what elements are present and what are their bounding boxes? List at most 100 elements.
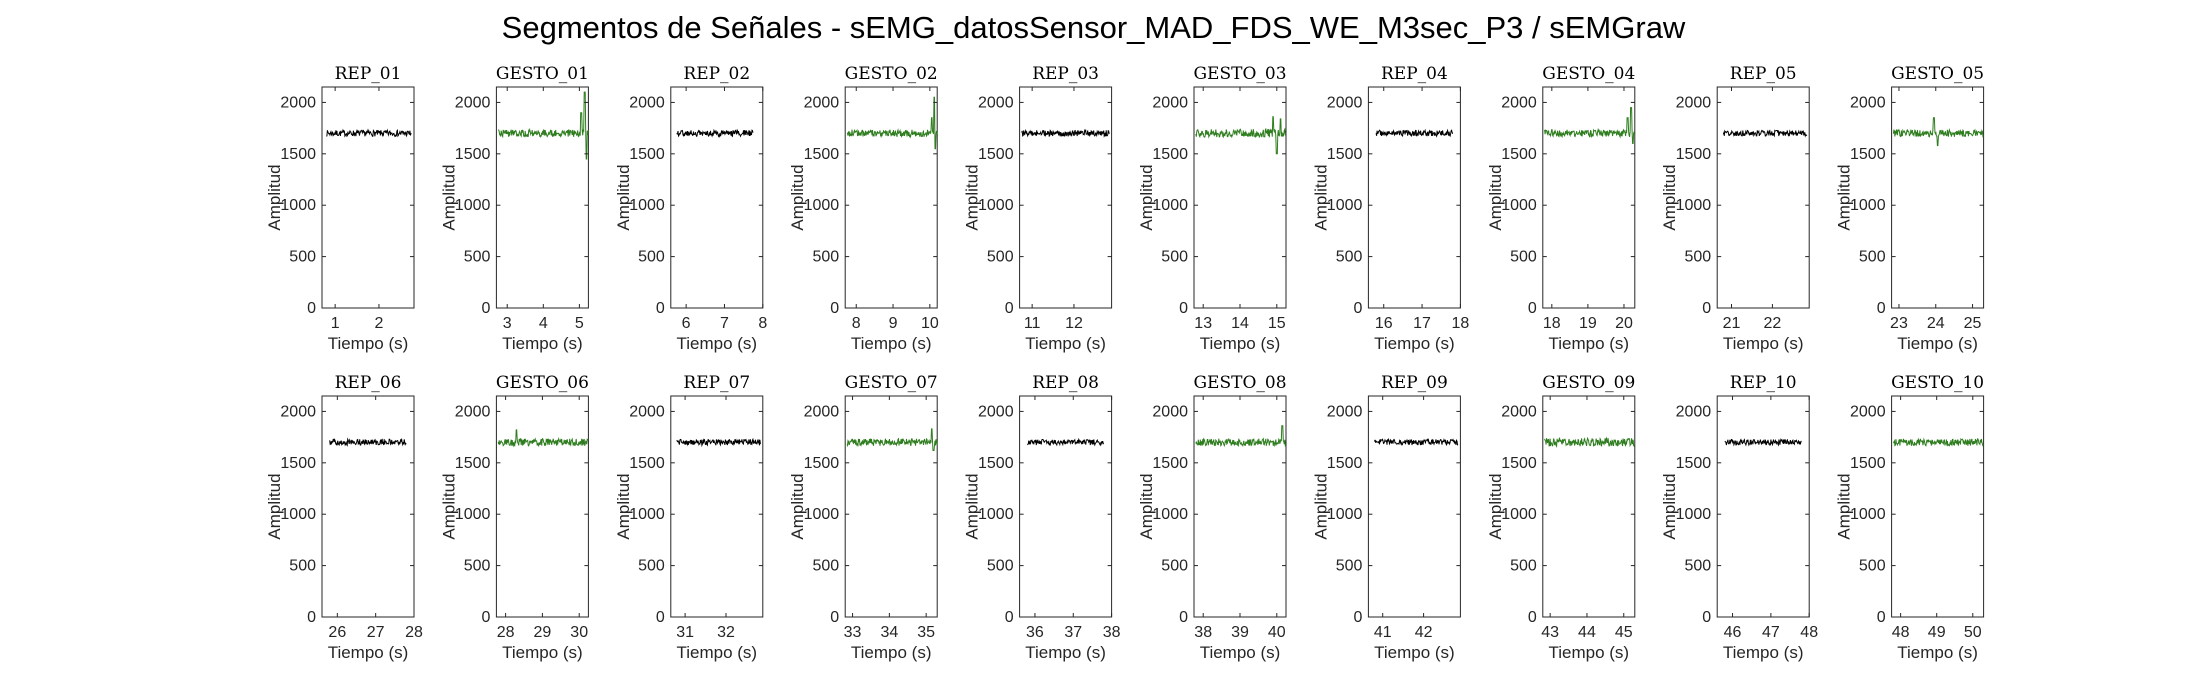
y-tick-label: 1000 [1327,197,1363,214]
signal-line [1195,425,1287,448]
x-tick-label: 46 [1724,624,1742,641]
x-tick-label: 14 [1231,315,1249,332]
x-axis-label: Tiempo (s) [1723,334,1804,353]
y-tick-label: 500 [638,249,665,266]
y-tick-label: 500 [1336,558,1363,575]
y-tick-label: 1500 [1850,455,1886,472]
y-tick-label: 2000 [1850,94,1886,111]
y-tick-label: 1500 [629,455,665,472]
y-tick-label: 500 [289,249,316,266]
x-tick-label: 1 [331,315,340,332]
y-axis-label: Amplitud [614,473,633,539]
y-tick-label: 1000 [1676,197,1712,214]
x-tick-label: 45 [1615,624,1633,641]
y-tick-label: 1500 [280,455,316,472]
x-axis-label: Tiempo (s) [328,334,409,353]
y-tick-label: 1500 [455,455,491,472]
x-tick-label: 8 [758,315,767,332]
subplot: 0 500 1000 1500 2000 46 47 48 REP_10 Tiempo (s) Am… [1660,373,1818,662]
y-tick-label: 0 [1353,300,1362,317]
y-tick-label: 1000 [455,197,491,214]
y-tick-label: 500 [1859,558,1886,575]
y-tick-label: 500 [1859,249,1886,266]
x-tick-label: 48 [1800,624,1818,641]
axes-box [1891,86,1985,309]
x-axis-label: Tiempo (s) [1897,643,1978,662]
y-tick-label: 2000 [1850,403,1886,420]
y-tick-label: 500 [812,558,839,575]
subplot-title: REP_07 [683,373,750,393]
x-axis-label: Tiempo (s) [1025,643,1106,662]
x-tick-label: 21 [1723,315,1741,332]
x-tick-label: 39 [1231,624,1249,641]
x-axis-label: Tiempo (s) [1200,334,1281,353]
y-tick-label: 2000 [1501,403,1537,420]
axes-box [1019,395,1113,618]
signal-line [329,437,407,447]
y-tick-label: 1500 [1676,146,1712,163]
signal-line [1544,436,1636,448]
x-tick-label: 19 [1579,315,1597,332]
axes-box [321,86,415,309]
y-axis-label: Amplitud [1137,164,1156,230]
x-tick-label: 35 [917,624,935,641]
y-axis-label: Amplitud [1835,164,1854,230]
subplot: 0 500 1000 1500 2000 36 37 38 REP_08 Tiempo (s) Am… [963,373,1121,662]
y-tick-label: 0 [1005,609,1014,626]
y-tick-label: 0 [1877,609,1886,626]
y-tick-label: 0 [1179,300,1188,317]
y-axis-label: Amplitud [439,164,458,230]
x-tick-label: 25 [1964,315,1982,332]
x-tick-label: 29 [534,624,552,641]
signal-line [1722,129,1808,138]
y-tick-label: 1000 [1850,197,1886,214]
y-tick-label: 0 [656,300,665,317]
subplot: 0 500 1000 1500 2000 23 24 25 GESTO_05 Tiempo (s)… [1835,64,1985,353]
x-tick-label: 50 [1964,624,1982,641]
signal-line [1724,438,1802,447]
axes-box [1542,86,1636,309]
signal-line [1027,437,1105,447]
x-tick-label: 48 [1892,624,1910,641]
y-tick-label: 2000 [1327,403,1363,420]
subplot: 0 500 1000 1500 2000 26 27 28 REP_06 Tiempo (s) Am… [265,373,423,662]
x-axis-label: Tiempo (s) [676,334,757,353]
x-axis-label: Tiempo (s) [1374,643,1455,662]
y-tick-label: 2000 [280,403,316,420]
axes-box [670,395,764,618]
x-tick-label: 12 [1065,315,1083,332]
signal-line [1195,116,1287,155]
x-tick-label: 11 [1024,315,1041,332]
y-tick-label: 1000 [804,506,840,523]
subplot: 0 500 1000 1500 2000 48 49 50 GESTO_10 Tiempo (s)… [1835,373,1985,662]
axes-box [1891,395,1985,618]
x-tick-label: 24 [1927,315,1945,332]
y-axis-label: Amplitud [1486,473,1505,539]
subplot-title: GESTO_06 [496,373,589,393]
subplot: 0 500 1000 1500 2000 28 29 30 GESTO_06 Tiempo (s)… [439,373,589,662]
y-tick-label: 1500 [978,455,1014,472]
x-axis-label: Tiempo (s) [1548,334,1629,353]
y-tick-label: 1000 [280,506,316,523]
y-tick-label: 500 [1510,558,1537,575]
x-tick-label: 15 [1268,315,1286,332]
subplot-title: REP_06 [335,373,402,393]
y-tick-label: 0 [1528,300,1537,317]
x-tick-label: 27 [367,624,385,641]
y-tick-label: 500 [987,558,1014,575]
y-tick-label: 1000 [978,197,1014,214]
y-tick-label: 0 [481,609,490,626]
x-tick-label: 6 [682,315,691,332]
y-tick-label: 1000 [1152,506,1188,523]
subplot-title: GESTO_05 [1891,64,1984,84]
subplot-title: REP_01 [335,64,402,84]
y-axis-label: Amplitud [1137,473,1156,539]
y-tick-label: 0 [830,300,839,317]
subplot-title: GESTO_02 [845,64,938,84]
y-tick-label: 0 [1702,609,1711,626]
axes-box [1367,86,1461,309]
y-tick-label: 1000 [1850,506,1886,523]
axes-box [1019,86,1113,309]
signal-line [497,429,589,448]
x-tick-label: 5 [575,315,584,332]
